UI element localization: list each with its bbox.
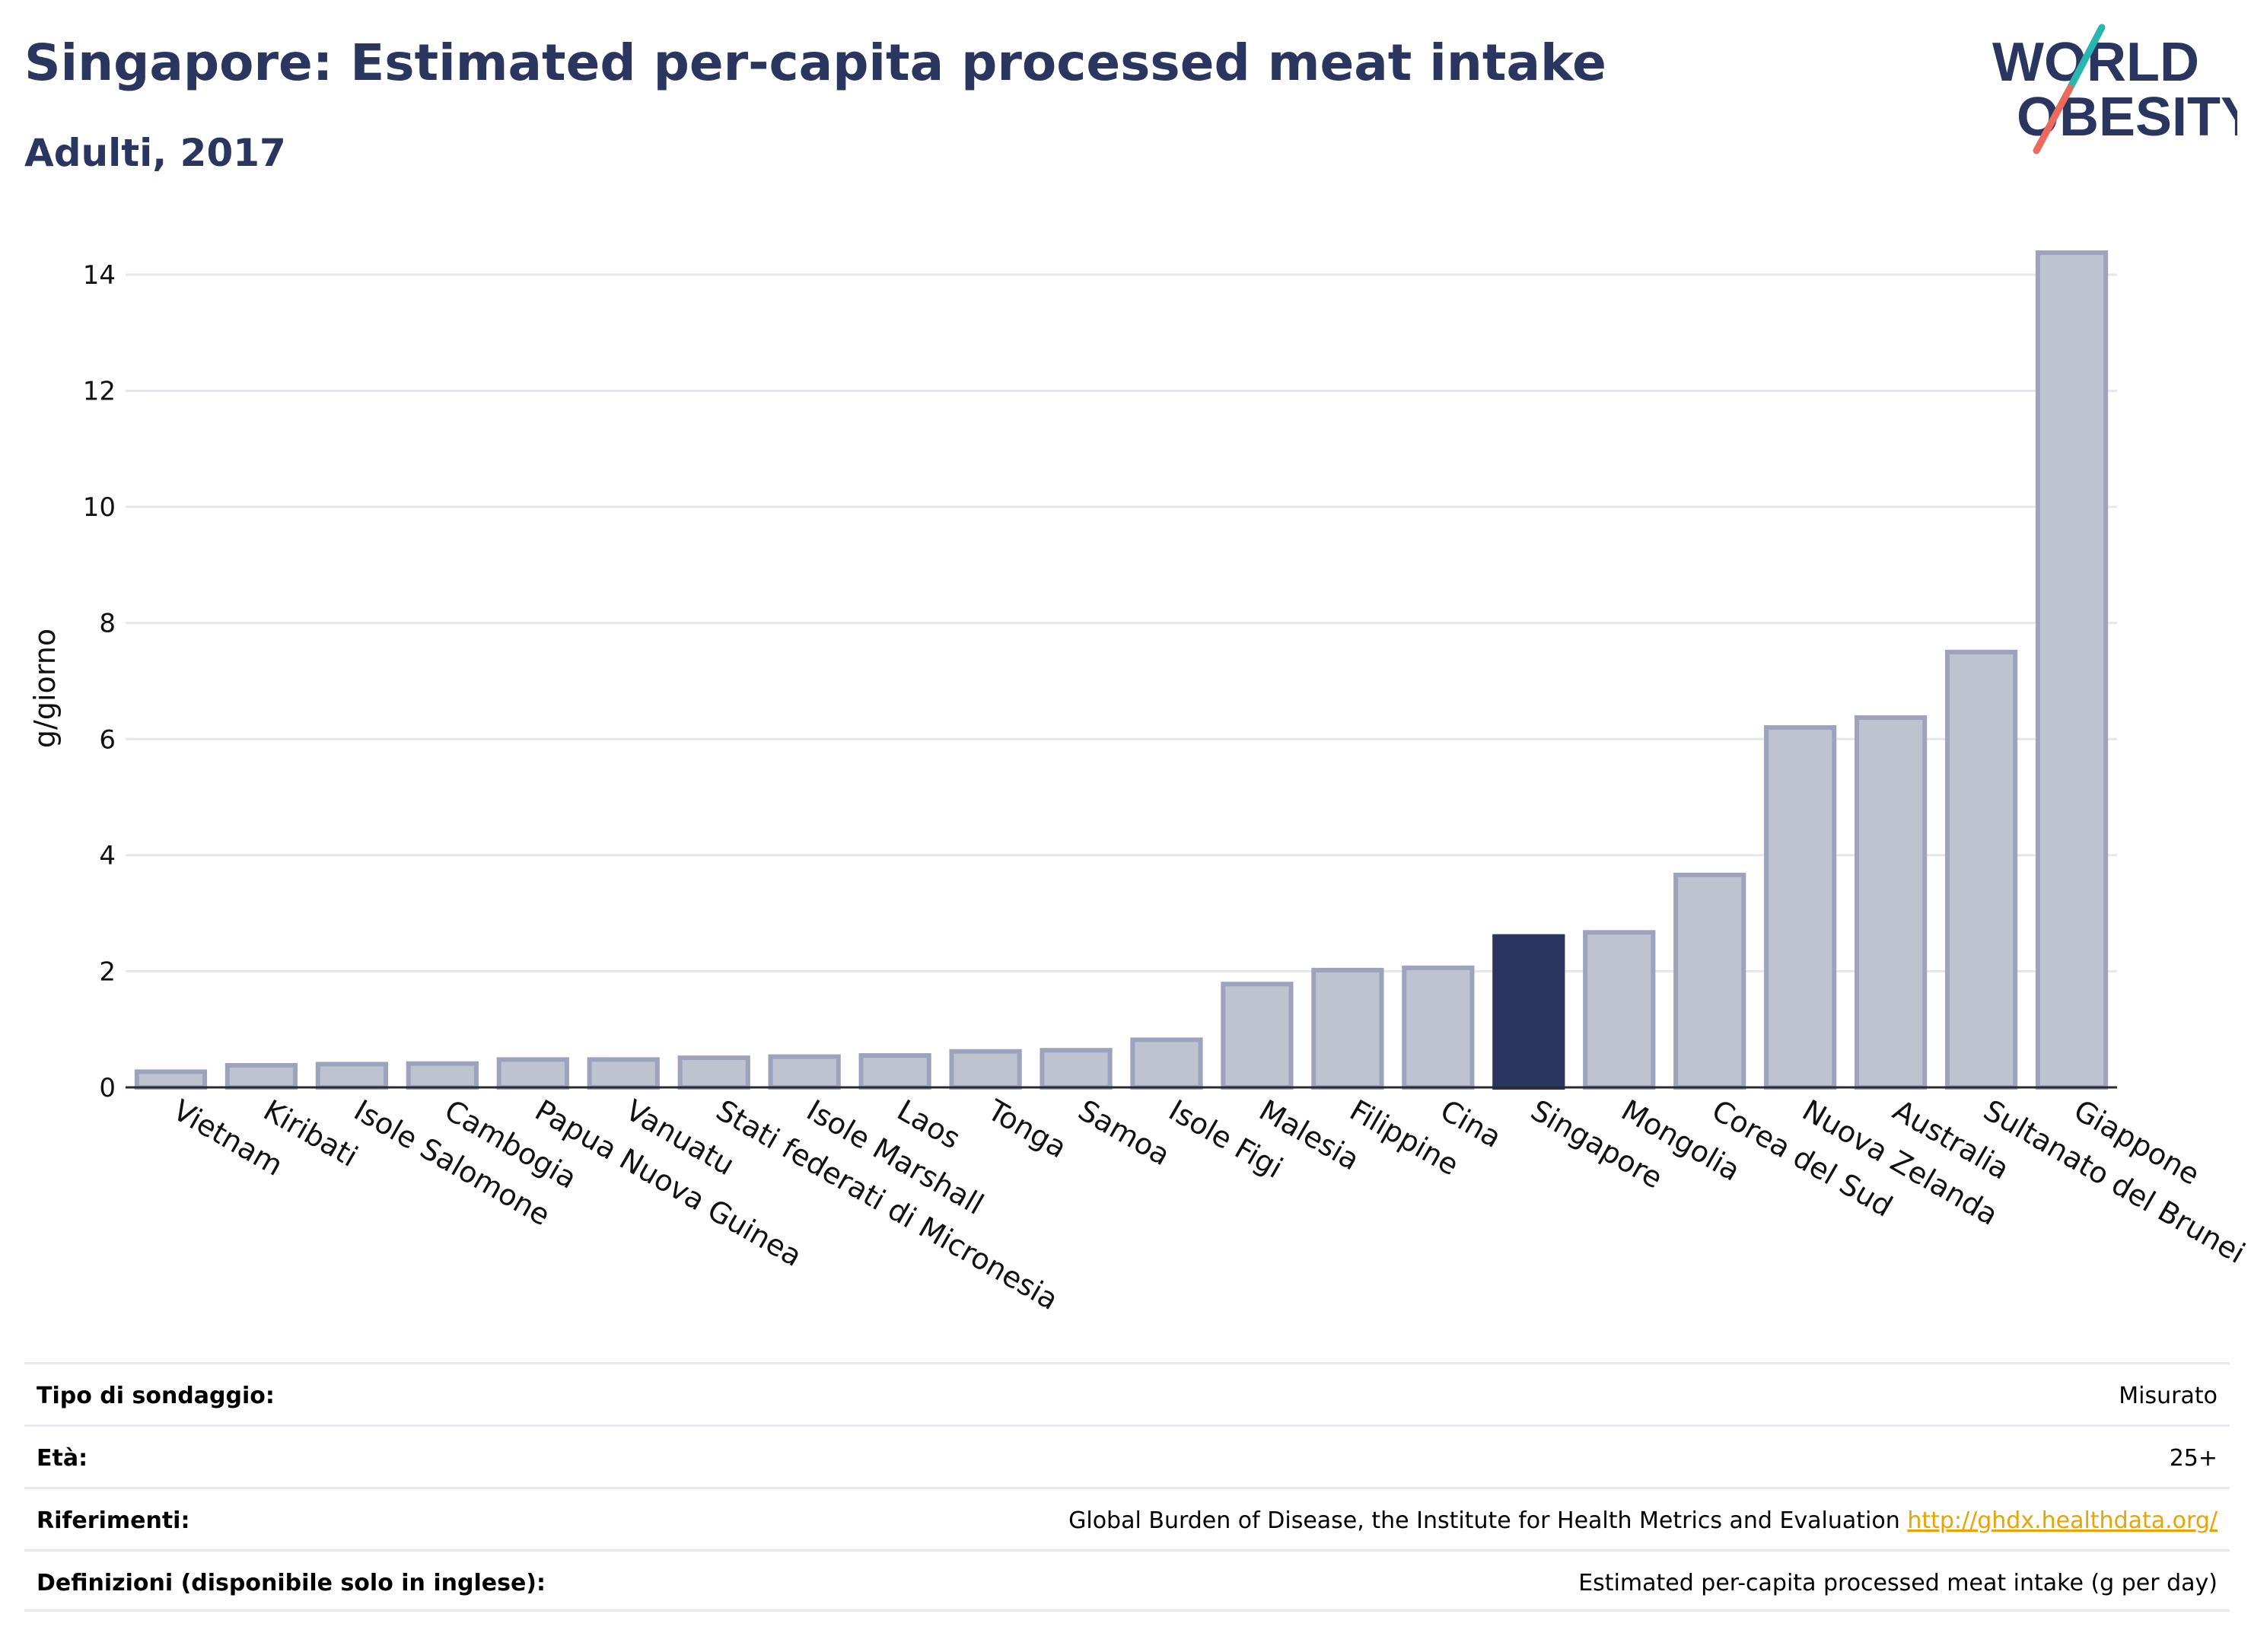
- info-label: Definizioni (disponibile solo in inglese…: [37, 1570, 546, 1596]
- bar-isole-figi[interactable]: [1130, 1037, 1203, 1090]
- info-label: Riferimenti:: [37, 1507, 190, 1534]
- bars: [134, 250, 2109, 1090]
- info-value: Global Burden of Disease, the Institute …: [1068, 1507, 1900, 1534]
- bar-stati-federati-di-micronesia[interactable]: [677, 1055, 750, 1090]
- bar-filippine[interactable]: [1311, 967, 1384, 1090]
- reference-link[interactable]: http://ghdx.healthdata.org/: [1907, 1507, 2218, 1534]
- y-tick-label: 4: [99, 841, 116, 871]
- world-obesity-logo[interactable]: WORLD OBESITY: [1986, 21, 2237, 166]
- info-row-age: Età: 25+: [24, 1424, 2230, 1487]
- chart-subtitle: Adulti, 2017: [24, 131, 286, 175]
- chart-title: Singapore: Estimated per-capita processe…: [24, 33, 1606, 92]
- x-tick-label: Tonga: [982, 1093, 1072, 1164]
- y-tick-label: 8: [99, 609, 116, 639]
- bar-giappone[interactable]: [2035, 250, 2109, 1090]
- info-table: Tipo di sondaggio: Misurato Età: 25+ Rif…: [24, 1362, 2230, 1612]
- info-row-definitions: Definizioni (disponibile solo in inglese…: [24, 1549, 2230, 1612]
- bar-papua-nuova-guinea[interactable]: [496, 1057, 569, 1090]
- y-tick-label: 0: [99, 1073, 116, 1103]
- info-row-references: Riferimenti: Global Burden of Disease, t…: [24, 1487, 2230, 1549]
- info-value: 25+: [2169, 1445, 2218, 1472]
- logo-slash-teal: [2066, 24, 2106, 92]
- info-label: Tipo di sondaggio:: [37, 1383, 275, 1409]
- logo-slash-coral: [2033, 84, 2074, 154]
- bar-vanuatu[interactable]: [587, 1057, 660, 1090]
- bar-australia[interactable]: [1855, 715, 1928, 1090]
- bar-vietnam[interactable]: [134, 1069, 208, 1090]
- info-value: Misurato: [2119, 1383, 2218, 1409]
- info-label: Età:: [37, 1445, 88, 1472]
- y-tick-label: 10: [83, 492, 116, 523]
- info-value-container: Global Burden of Disease, the Institute …: [1068, 1507, 2218, 1534]
- info-value: Estimated per-capita processed meat inta…: [1578, 1570, 2218, 1596]
- bar-isole-marshall[interactable]: [768, 1054, 841, 1090]
- bar-mongolia[interactable]: [1583, 930, 1656, 1090]
- y-tick-label: 14: [83, 260, 116, 291]
- bar-cambogia[interactable]: [406, 1061, 479, 1090]
- x-tick-label: Samoa: [1073, 1093, 1176, 1173]
- bar-tonga[interactable]: [949, 1049, 1022, 1090]
- y-axis-ticks: 0 2 4 6 8 10 12 14: [83, 260, 116, 1103]
- info-row-survey-type: Tipo di sondaggio: Misurato: [24, 1362, 2230, 1424]
- bar-corea-del-sud[interactable]: [1673, 872, 1746, 1090]
- bar-nuova-zelanda[interactable]: [1764, 725, 1837, 1090]
- bar-samoa[interactable]: [1040, 1048, 1113, 1090]
- bar-cina[interactable]: [1402, 965, 1475, 1090]
- bar-laos[interactable]: [858, 1053, 931, 1090]
- bar-kiribati[interactable]: [224, 1063, 298, 1090]
- bar-malesia[interactable]: [1221, 982, 1294, 1090]
- bar-isole-salomone[interactable]: [315, 1062, 388, 1090]
- y-tick-label: 2: [99, 957, 116, 987]
- bar-sultanato-del-brunei[interactable]: [1944, 649, 2018, 1090]
- y-tick-label: 12: [83, 377, 116, 407]
- y-axis-label: g/giorno: [28, 629, 62, 748]
- bar-singapore[interactable]: [1492, 934, 1565, 1090]
- y-tick-label: 6: [99, 724, 116, 755]
